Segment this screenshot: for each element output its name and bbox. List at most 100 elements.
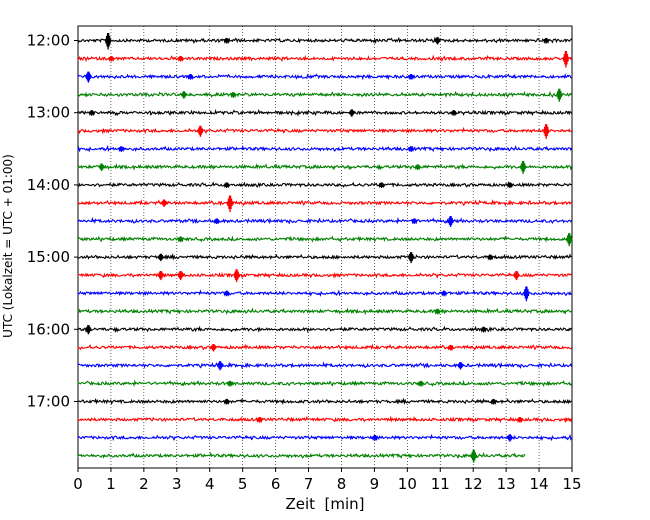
trace-event-12-0	[157, 253, 164, 262]
trace-event-5-0	[197, 125, 204, 137]
trace-event-8-1	[378, 182, 385, 189]
x-tick-label: 6	[271, 475, 281, 493]
x-axis-label: Zeit [min]	[285, 495, 364, 513]
trace-event-14-0	[223, 290, 230, 297]
trace-event-5-1	[543, 124, 550, 139]
trace-row-22	[77, 433, 573, 442]
trace-event-22-0	[371, 435, 379, 442]
trace-row-11	[77, 235, 573, 243]
trace-event-12-2	[487, 254, 494, 261]
y-axis-ticks: 12:00 13:00 14:00 15:00 16:00 17:00	[27, 32, 78, 411]
x-tick-label: 11	[431, 475, 450, 493]
x-tick-label: 8	[337, 475, 347, 493]
trace-row-8	[77, 181, 572, 188]
plot-frame	[77, 25, 573, 469]
trace-event-4-1	[348, 109, 355, 117]
x-tick-label: 9	[370, 475, 380, 493]
trace-row-6	[77, 144, 573, 153]
y-tick-label: 15:00	[27, 248, 70, 266]
x-tick-label: 3	[172, 475, 182, 493]
trace-row-16	[77, 325, 572, 334]
trace-event-22-1	[506, 434, 514, 442]
trace-event-20-0	[223, 398, 230, 406]
trace-row-18	[77, 361, 573, 370]
trace-event-8-2	[506, 182, 514, 189]
y-tick-label: 13:00	[27, 104, 70, 122]
x-tick-label: 14	[530, 475, 549, 493]
trace-event-7-0	[98, 163, 105, 171]
trace-event-12-1	[407, 252, 415, 264]
trace-event-21-1	[516, 417, 523, 424]
trace-row-20	[77, 397, 572, 406]
trace-event-9-0	[160, 199, 168, 208]
trace-event-6-1	[407, 146, 415, 153]
trace-event-2-2	[407, 74, 415, 81]
x-tick-label: 10	[398, 475, 417, 493]
trace-event-4-0	[88, 110, 95, 117]
x-tick-label: 5	[238, 475, 248, 493]
trace-event-10-0	[213, 218, 220, 225]
x-tick-label: 12	[464, 475, 483, 493]
y-tick-label: 12:00	[27, 32, 70, 50]
trace-event-2-0	[85, 71, 92, 83]
trace-event-0-2	[434, 37, 441, 45]
trace-row-2	[77, 72, 572, 81]
trace-event-13-1	[177, 270, 184, 281]
trace-row-19	[77, 379, 573, 388]
trace-event-18-1	[457, 362, 464, 370]
y-tick-label: 16:00	[27, 320, 70, 338]
trace-event-2-1	[187, 74, 194, 81]
trace-event-1-1	[177, 55, 184, 63]
x-axis-ticks: 0 1 2 3 4 5 6 7 8 9 10 11 12 13 14 15	[73, 468, 582, 493]
trace-event-23-0	[470, 449, 477, 463]
trace-row-10	[77, 216, 573, 225]
trace-event-1-0	[108, 55, 115, 63]
trace-event-16-0	[85, 325, 92, 335]
trace-event-19-1	[417, 380, 425, 387]
trace-event-17-0	[210, 343, 217, 352]
trace-event-10-2	[447, 215, 454, 228]
trace-event-4-2	[450, 110, 458, 117]
trace-row-17	[77, 343, 573, 351]
trace-row-23	[77, 451, 526, 460]
x-tick-label: 2	[139, 475, 149, 493]
trace-event-0-1	[223, 37, 230, 45]
trace-event-17-1	[447, 344, 454, 351]
trace-event-0-3	[543, 37, 550, 45]
trace-event-9-1	[226, 195, 234, 213]
trace-row-1	[77, 54, 573, 63]
trace-row-21	[77, 415, 573, 424]
trace-event-3-2	[556, 88, 563, 102]
trace-event-14-1	[440, 290, 448, 297]
trace-row-3	[77, 90, 573, 99]
trace-event-15-0	[434, 308, 441, 315]
trace-row-9	[77, 198, 573, 207]
trace-event-13-2	[233, 269, 240, 283]
trace-event-7-2	[519, 160, 527, 174]
x-tick-label: 1	[106, 475, 116, 493]
trace-event-8-0	[223, 182, 230, 189]
trace-event-3-1	[230, 92, 237, 99]
trace-row-14	[77, 289, 572, 297]
x-tick-label: 7	[304, 475, 314, 493]
y-tick-label: 17:00	[27, 393, 70, 411]
trace-event-14-2	[523, 286, 530, 302]
trace-event-21-0	[256, 417, 263, 424]
trace-event-11-1	[566, 233, 573, 247]
trace-row-4	[77, 108, 573, 117]
trace-row-15	[77, 307, 573, 316]
trace-event-11-0	[177, 236, 184, 243]
trace-row-0	[77, 36, 573, 45]
trace-event-13-3	[513, 270, 520, 281]
x-tick-label: 0	[73, 475, 83, 493]
trace-rows	[77, 32, 573, 463]
trace-event-0-0	[104, 32, 112, 50]
trace-event-7-1	[414, 164, 421, 171]
trace-event-16-1	[480, 326, 487, 333]
trace-event-6-0	[118, 146, 125, 153]
trace-event-3-0	[180, 91, 188, 99]
x-tick-label: 13	[497, 475, 516, 493]
x-tick-label: 15	[562, 475, 581, 493]
trace-event-13-0	[157, 270, 164, 281]
